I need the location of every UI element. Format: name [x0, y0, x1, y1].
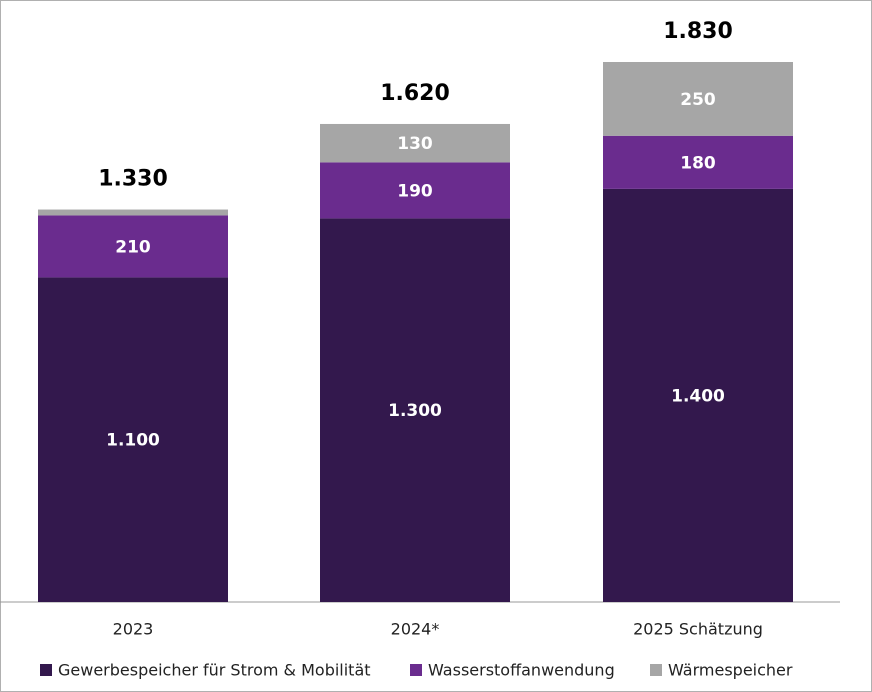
x-tick-label: 2024* [391, 620, 440, 639]
bar-segment [320, 162, 510, 219]
data-label: 180 [680, 153, 716, 173]
legend-label: Wasserstoffanwendung [428, 661, 615, 680]
bar-segment [603, 135, 793, 189]
data-label: 210 [115, 237, 151, 257]
data-label: 250 [680, 90, 716, 110]
data-label: 1.400 [671, 386, 725, 406]
data-label: 1.100 [106, 431, 160, 451]
legend-label: Gewerbespeicher für Strom & Mobilität [58, 661, 371, 680]
data-label: 190 [397, 181, 433, 201]
data-label: 130 [397, 134, 433, 154]
bar-segment [38, 277, 228, 602]
bar-segment [38, 215, 228, 278]
bar-segment [603, 188, 793, 602]
bar-segment [320, 123, 510, 163]
legend-swatch [40, 664, 52, 676]
legend-swatch [410, 664, 422, 676]
total-label: 1.620 [380, 81, 450, 106]
bar-segment [320, 218, 510, 603]
x-tick-label: 2023 [113, 620, 154, 639]
bar-segment [38, 209, 228, 216]
x-tick-label: 2025 Schätzung [633, 620, 763, 639]
total-label: 1.330 [98, 167, 168, 192]
data-label: 1.300 [388, 401, 442, 421]
legend-label: Wärmespeicher [668, 661, 793, 680]
bar-segment [603, 62, 793, 136]
legend-swatch [650, 664, 662, 676]
total-label: 1.830 [663, 19, 733, 44]
